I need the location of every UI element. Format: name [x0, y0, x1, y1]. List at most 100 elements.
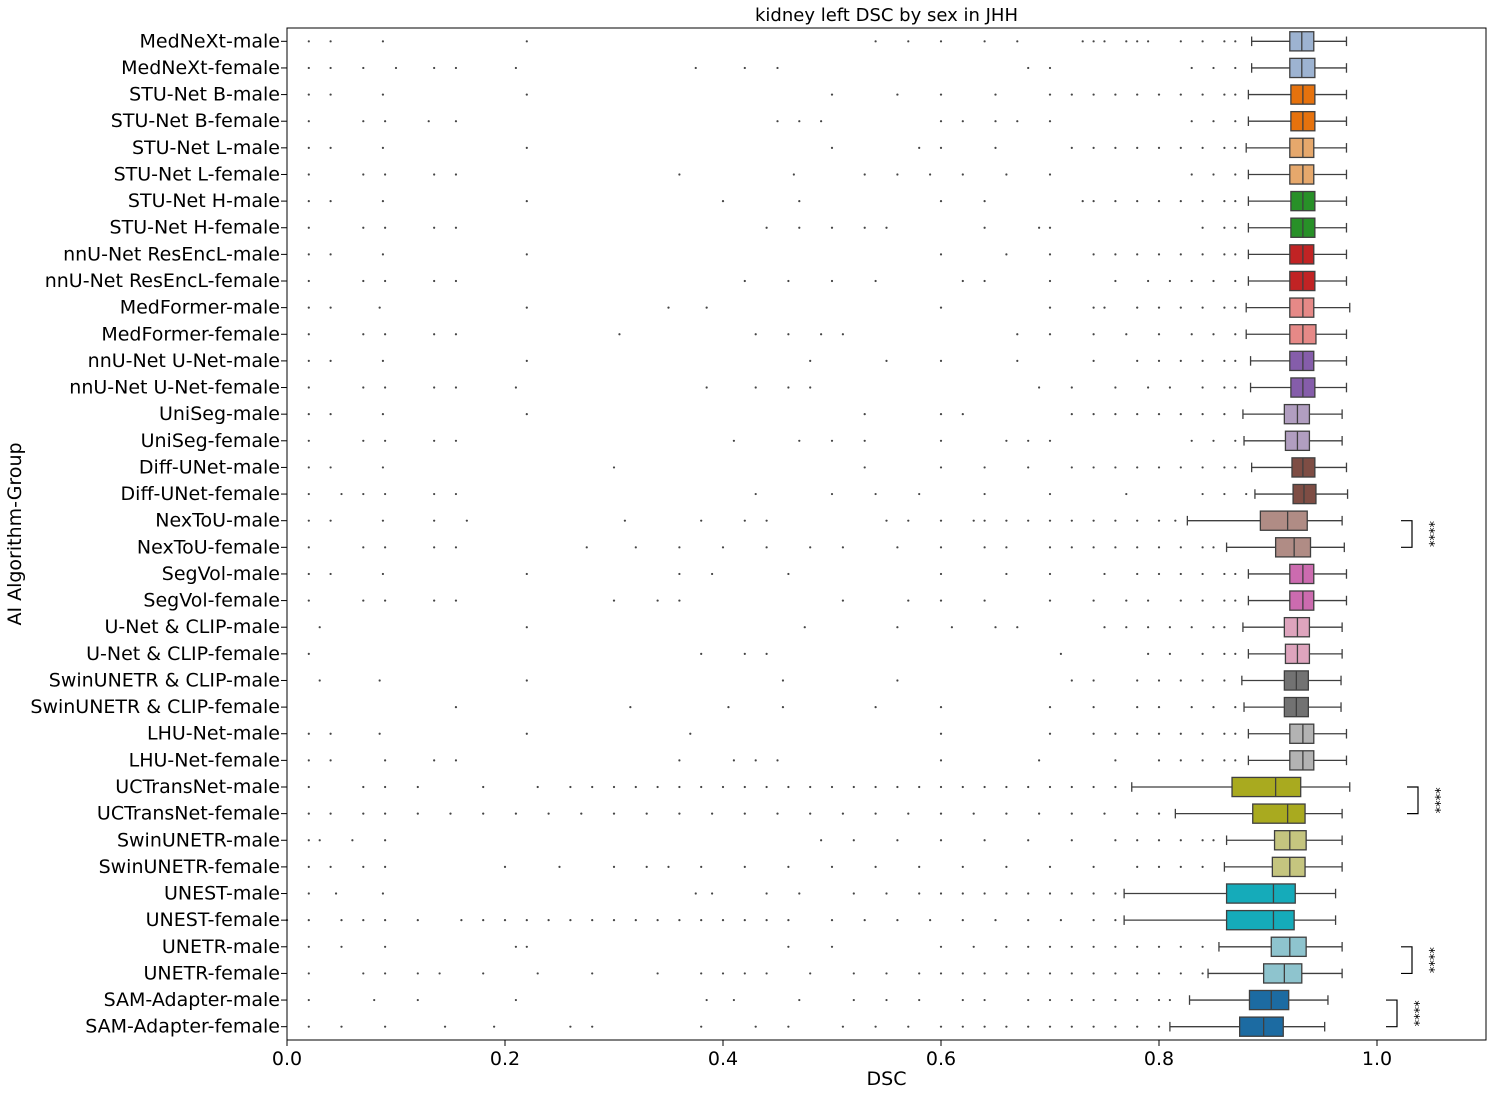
y-tick-label: NexToU-female [137, 536, 280, 558]
outlier-point [1027, 919, 1030, 922]
y-tick-label: nnU-Net U-Net-male [88, 350, 280, 372]
outlier-point [1190, 706, 1193, 709]
outlier-point [525, 919, 528, 922]
outlier-point [787, 386, 790, 389]
outlier-point [939, 413, 943, 416]
outlier-point [307, 998, 310, 1002]
outlier-point [378, 679, 381, 682]
outlier-point [809, 785, 812, 789]
outlier-point [384, 865, 387, 868]
box [1231, 776, 1302, 798]
outlier-point [525, 306, 528, 309]
outlier-point [689, 732, 692, 735]
outlier-point [384, 599, 387, 602]
outlier-point [416, 785, 419, 789]
outlier-point [732, 759, 736, 762]
outlier-point [381, 892, 385, 895]
outlier-point [1201, 732, 1204, 735]
outlier-point [1201, 759, 1204, 762]
y-tick-label: U-Net & CLIP-male [105, 616, 280, 638]
outlier-point [1212, 66, 1215, 70]
box [1239, 1016, 1284, 1037]
y-tick-label: UniSeg-male [159, 403, 280, 425]
outlier-point [1114, 919, 1117, 922]
outlier-point [1223, 386, 1226, 389]
outlier-point [972, 519, 975, 522]
outlier-point [939, 572, 943, 576]
outlier-point [852, 839, 855, 842]
outlier-point [939, 40, 943, 43]
outlier-point [1201, 572, 1204, 576]
outlier-point [1136, 146, 1139, 149]
outlier-point [1103, 572, 1106, 576]
outlier-point [569, 1025, 572, 1028]
outlier-point [1157, 732, 1161, 735]
outlier-point [381, 146, 385, 149]
outlier-point [678, 759, 681, 762]
outlier-point [1070, 785, 1073, 789]
significance-bracket [1401, 946, 1413, 975]
y-tick-label: STU-Net L-female [114, 163, 280, 185]
outlier-point [1234, 253, 1237, 256]
outlier-point [1005, 173, 1008, 176]
outlier-point [1048, 785, 1052, 789]
outlier-point [1179, 945, 1182, 948]
outlier-point [307, 146, 310, 149]
outlier-point [384, 1025, 387, 1028]
outlier-point [1038, 386, 1041, 389]
outlier-point [781, 679, 785, 682]
outlier-point [983, 466, 986, 469]
outlier-point [700, 785, 703, 789]
outlier-point [939, 359, 943, 362]
outlier-point [384, 919, 387, 922]
box-group [307, 963, 1343, 984]
outlier-point [1048, 93, 1052, 96]
box [1252, 803, 1306, 824]
outlier-point [792, 173, 795, 176]
outlier-point [1005, 572, 1008, 576]
box [1225, 909, 1295, 931]
y-tick-label: SegVol-female [143, 590, 280, 612]
outlier-point [907, 599, 910, 602]
y-tick-label: nnU-Net ResEncL-male [63, 243, 280, 265]
box [1289, 350, 1315, 372]
outlier-point [1234, 226, 1237, 229]
outlier-point [378, 732, 381, 735]
y-tick-label: SwinUNETR-female [99, 856, 280, 878]
outlier-point [939, 759, 943, 762]
outlier-point [1048, 945, 1052, 948]
outlier-point [569, 785, 572, 789]
outlier-point [1201, 546, 1204, 549]
outlier-point [732, 439, 736, 442]
outlier-point [678, 572, 681, 576]
significance-bracket [1401, 520, 1413, 548]
outlier-point [1136, 839, 1139, 842]
outlier-point [994, 919, 997, 922]
outlier-point [585, 546, 588, 549]
outlier-point [961, 413, 964, 416]
outlier-point [1179, 413, 1182, 416]
outlier-point [830, 919, 834, 922]
outlier-point [634, 546, 637, 549]
outlier-point [765, 519, 768, 522]
outlier-point [1136, 93, 1139, 96]
significance-label: **** [1421, 947, 1436, 974]
outlier-point [885, 892, 888, 895]
outlier-point [525, 40, 528, 43]
outlier-point [618, 333, 621, 336]
outlier-point [307, 652, 310, 655]
outlier-point [907, 812, 910, 815]
outlier-point [1136, 1025, 1139, 1028]
outlier-point [329, 306, 332, 309]
outlier-point [384, 226, 387, 229]
outlier-point [678, 785, 681, 789]
outlier-point [384, 333, 387, 336]
box [1289, 590, 1315, 611]
outlier-point [362, 120, 365, 123]
x-axis: 0.0 0.2 0.4 0.6 0.8 1.0 [272, 1040, 1392, 1070]
outlier-point [787, 945, 790, 948]
outlier-point [939, 253, 943, 256]
y-tick-label: SAM-Adapter-female [85, 1016, 280, 1038]
outlier-point [711, 892, 714, 895]
outlier-point [454, 173, 458, 176]
